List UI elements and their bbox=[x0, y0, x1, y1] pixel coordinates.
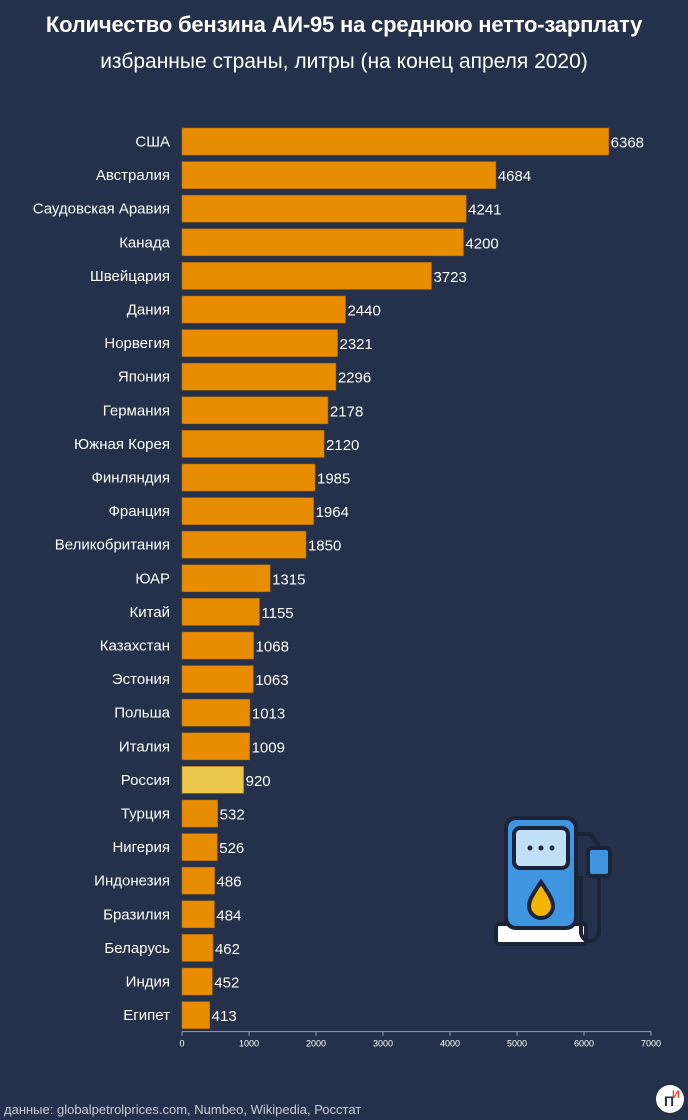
x-tick-label: 7000 bbox=[641, 1039, 661, 1049]
bar-17 bbox=[181, 698, 251, 727]
bar-21 bbox=[181, 833, 218, 861]
bar-0 bbox=[181, 127, 609, 156]
category-label: Китай bbox=[129, 604, 170, 621]
chart-subtitle: избранные страны, литры (на конец апреля… bbox=[100, 50, 588, 73]
value-label: 532 bbox=[220, 807, 245, 824]
category-label: Франция bbox=[109, 503, 170, 520]
value-label: 6368 bbox=[611, 135, 644, 152]
value-label: 413 bbox=[212, 1008, 237, 1025]
category-label: Эстония bbox=[112, 671, 170, 688]
value-label: 1013 bbox=[252, 706, 285, 723]
category-label: Норвегия bbox=[104, 335, 170, 352]
svg-text:П: П bbox=[664, 1093, 674, 1109]
logo-icon: П И bbox=[656, 1085, 684, 1113]
value-label: 1063 bbox=[255, 672, 288, 689]
bar-15 bbox=[181, 631, 254, 660]
bar-9 bbox=[181, 430, 325, 458]
value-label: 2296 bbox=[338, 370, 371, 387]
category-label: Южная Корея bbox=[74, 436, 170, 453]
bar-7 bbox=[181, 362, 337, 391]
value-label: 2178 bbox=[330, 403, 363, 420]
bar-25 bbox=[181, 967, 213, 996]
x-tick-label: 3000 bbox=[373, 1039, 393, 1049]
category-label: США bbox=[135, 134, 170, 151]
value-label: 2321 bbox=[340, 336, 373, 353]
category-label: Россия bbox=[121, 772, 170, 789]
category-label: Индонезия bbox=[94, 873, 170, 890]
value-label: 2120 bbox=[326, 437, 359, 454]
category-label: Италия bbox=[119, 738, 170, 755]
category-label: Великобритания bbox=[55, 537, 170, 554]
value-label: 1155 bbox=[261, 605, 293, 622]
value-label: 920 bbox=[246, 773, 271, 790]
x-tick-label: 1000 bbox=[239, 1039, 259, 1049]
category-label: Саудовская Аравия bbox=[33, 201, 170, 218]
category-label: Швейцария bbox=[90, 268, 170, 285]
value-label: 452 bbox=[214, 975, 239, 992]
category-label: Германия bbox=[103, 402, 170, 419]
value-label: 486 bbox=[217, 874, 242, 891]
bar-3 bbox=[181, 228, 464, 257]
bar-12 bbox=[181, 530, 307, 559]
category-label: Япония bbox=[118, 369, 170, 386]
category-label: Бразилия bbox=[103, 906, 170, 923]
value-label: 4200 bbox=[465, 235, 498, 252]
x-tick-label: 2000 bbox=[306, 1039, 326, 1049]
bar-4 bbox=[181, 262, 432, 290]
bar-19 bbox=[181, 766, 244, 794]
value-label: 462 bbox=[215, 941, 240, 958]
x-tick-label: 5000 bbox=[507, 1039, 527, 1049]
bar-16 bbox=[181, 665, 254, 693]
category-label: Египет bbox=[123, 1007, 170, 1024]
value-label: 1068 bbox=[256, 639, 289, 656]
bar-11 bbox=[181, 497, 314, 525]
bar-26 bbox=[181, 1001, 210, 1029]
category-label: Канада bbox=[119, 234, 170, 251]
value-label: 1009 bbox=[252, 739, 285, 756]
svg-text:И: И bbox=[672, 1089, 680, 1101]
value-label: 526 bbox=[219, 840, 244, 857]
bar-10 bbox=[181, 463, 316, 492]
value-label: 3723 bbox=[433, 269, 466, 286]
value-label: 2440 bbox=[347, 303, 380, 320]
x-tick-label: 0 bbox=[179, 1039, 184, 1049]
x-tick-label: 6000 bbox=[574, 1039, 594, 1049]
category-label: Дания bbox=[127, 302, 170, 319]
value-label: 4241 bbox=[468, 202, 501, 219]
category-label: Финляндия bbox=[92, 470, 170, 487]
value-label: 1315 bbox=[272, 571, 305, 588]
category-label: Казахстан bbox=[100, 638, 170, 655]
category-label: Нигерия bbox=[112, 839, 170, 856]
chart-title: Количество бензина АИ-95 на среднюю нетт… bbox=[45, 12, 643, 37]
value-label: 1964 bbox=[316, 504, 349, 521]
bar-13 bbox=[181, 564, 271, 593]
value-label: 1985 bbox=[317, 471, 350, 488]
bar-chart: США 6368 Австралия 4684 Саудовская Аравия 424… bbox=[33, 127, 661, 1049]
bar-8 bbox=[181, 396, 329, 425]
category-label: ЮАР bbox=[135, 570, 170, 587]
category-label: Индия bbox=[126, 974, 170, 991]
bar-14 bbox=[181, 598, 260, 626]
bar-2 bbox=[181, 194, 467, 223]
bar-23 bbox=[181, 900, 215, 929]
bar-20 bbox=[181, 799, 218, 828]
x-tick-label: 4000 bbox=[440, 1039, 460, 1049]
category-label: Беларусь bbox=[104, 940, 170, 957]
bar-18 bbox=[181, 732, 250, 761]
bar-1 bbox=[181, 161, 497, 189]
bar-6 bbox=[181, 329, 338, 357]
category-label: Австралия bbox=[96, 167, 170, 184]
bar-5 bbox=[181, 295, 346, 324]
value-label: 484 bbox=[216, 907, 241, 924]
bar-24 bbox=[181, 934, 214, 962]
value-label: 1850 bbox=[308, 538, 341, 555]
bar-22 bbox=[181, 866, 215, 895]
fuel-pump-icon bbox=[494, 816, 612, 946]
source-note: данные: globalpetrolprices.com, Numbeo, … bbox=[4, 1102, 362, 1117]
category-label: Польша bbox=[114, 705, 170, 722]
category-label: Турция bbox=[121, 806, 170, 823]
value-label: 4684 bbox=[498, 168, 531, 185]
